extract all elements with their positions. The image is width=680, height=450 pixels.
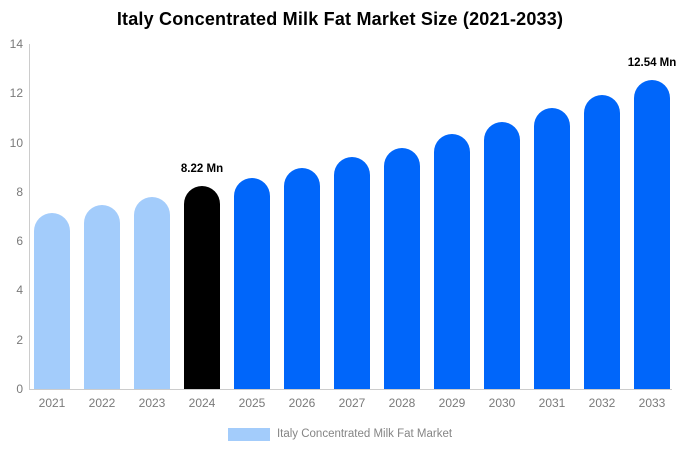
bar-2030	[484, 121, 520, 389]
y-tick-label: 14	[9, 37, 23, 51]
y-tick-label: 10	[9, 135, 23, 150]
bar-2032	[584, 94, 620, 389]
x-tick-label: 2024	[188, 396, 216, 410]
y-tick-label: 4	[16, 283, 23, 298]
x-tick-label: 2031	[538, 396, 566, 410]
bar-2027	[334, 157, 370, 389]
y-tick-label: 6	[16, 234, 23, 249]
x-tick-label: 2027	[338, 396, 366, 410]
x-tick-label: 2021	[38, 396, 66, 410]
bar-2025	[234, 178, 270, 389]
bar-2024	[184, 186, 220, 389]
chart-title: Italy Concentrated Milk Fat Market Size …	[116, 9, 564, 29]
value-label-2033: 12.54 Mn	[627, 56, 677, 69]
x-tick-label: 2032	[588, 396, 616, 410]
legend: Italy Concentrated Milk Fat Market	[0, 427, 680, 441]
y-tick-label: 0	[16, 382, 23, 396]
bar-2022	[84, 205, 120, 389]
bar-2021	[34, 212, 70, 389]
bar-2033	[634, 79, 670, 389]
y-tick-label: 8	[16, 184, 23, 199]
bar-2028	[384, 147, 420, 389]
value-label-2024: 8.22 Mn	[180, 163, 224, 176]
x-tick-label: 2026	[288, 396, 316, 410]
x-tick-label: 2022	[88, 396, 116, 410]
bar-2023	[134, 196, 170, 389]
bar-2031	[534, 108, 570, 389]
y-tick-label: 2	[16, 332, 23, 347]
x-tick-label: 2033	[638, 396, 666, 410]
legend-label: Italy Concentrated Milk Fat Market	[276, 428, 453, 440]
x-axis-line	[29, 389, 672, 390]
y-tick-label: 12	[9, 86, 23, 101]
x-tick-label: 2023	[138, 396, 166, 410]
x-tick-label: 2025	[238, 396, 266, 410]
bar-2029	[434, 133, 470, 389]
bar-2026	[284, 168, 320, 389]
x-tick-label: 2028	[388, 396, 416, 410]
x-tick-label: 2029	[438, 396, 466, 410]
y-axis-line	[29, 44, 30, 390]
x-tick-label: 2030	[488, 396, 516, 410]
legend-swatch	[227, 427, 270, 441]
